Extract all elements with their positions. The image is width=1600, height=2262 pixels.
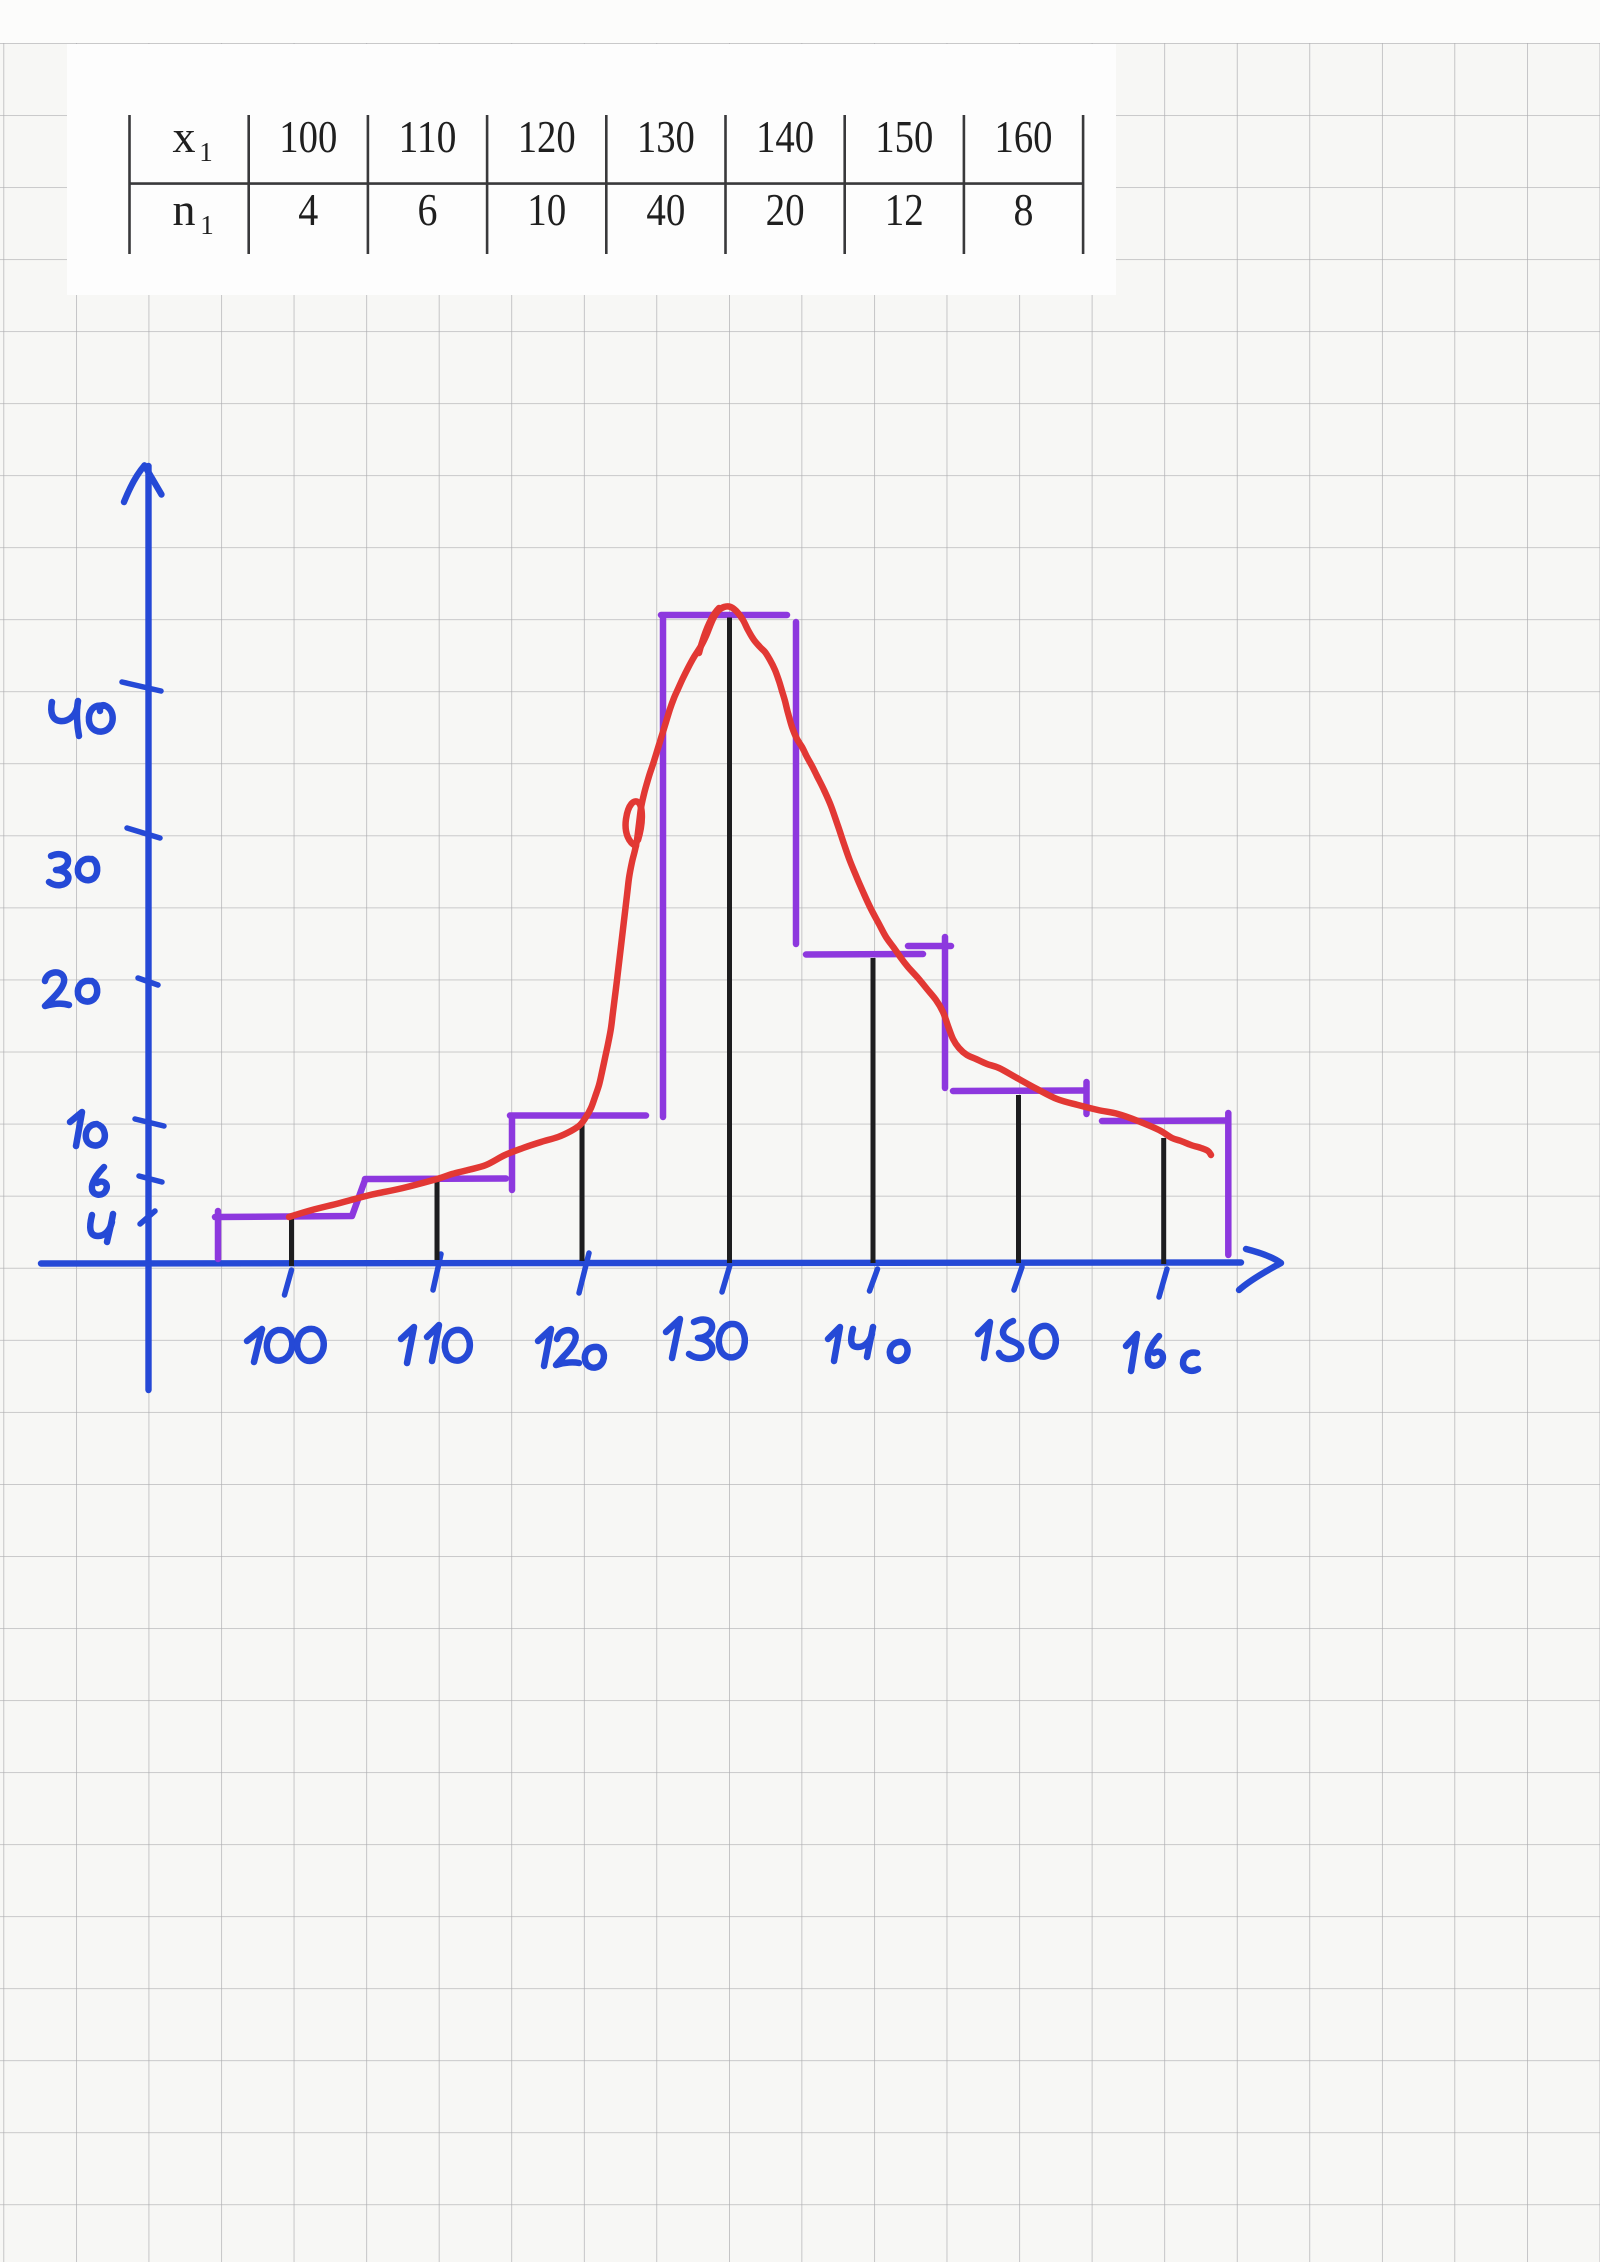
svg-text:40: 40 (646, 184, 685, 235)
svg-text:20: 20 (766, 184, 805, 235)
svg-text:10: 10 (527, 184, 566, 235)
svg-text:140: 140 (756, 111, 814, 162)
svg-text:6: 6 (418, 184, 438, 235)
svg-text:x: x (173, 111, 196, 162)
svg-text:1: 1 (199, 137, 213, 167)
svg-text:1: 1 (200, 210, 214, 240)
svg-text:130: 130 (637, 111, 695, 162)
svg-text:150: 150 (875, 111, 933, 162)
svg-text:120: 120 (518, 111, 576, 162)
svg-text:160: 160 (995, 111, 1053, 162)
svg-text:4: 4 (298, 184, 318, 235)
svg-text:n: n (173, 184, 196, 235)
svg-text:8: 8 (1014, 184, 1034, 235)
svg-text:100: 100 (279, 111, 337, 162)
svg-text:12: 12 (885, 184, 924, 235)
svg-text:110: 110 (399, 111, 457, 162)
